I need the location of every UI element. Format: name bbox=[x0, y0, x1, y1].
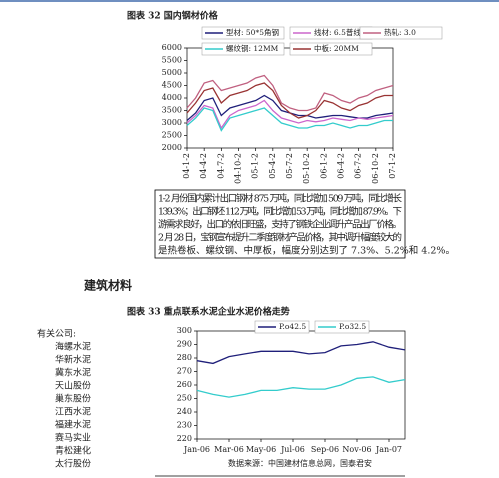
text-line: 1-2 月份国内累计出口钢材 875 万吨，同比增加 509 万吨，同比增长 bbox=[158, 193, 402, 205]
y-tick-label: 4500 bbox=[162, 81, 182, 90]
y-tick-label: 280 bbox=[177, 353, 192, 362]
legend-label: P.o42.5 bbox=[279, 322, 306, 331]
legend-label: 螺纹钢: 12MM bbox=[226, 43, 279, 53]
x-tick-label: 04-10-2 bbox=[234, 153, 243, 184]
y-tick-label: 5000 bbox=[162, 68, 182, 77]
company: 海螺水泥 bbox=[55, 341, 91, 353]
section-title: 建筑材料 bbox=[83, 278, 132, 293]
x-tick-label: 04-4-2 bbox=[199, 153, 208, 179]
company: 江西水泥 bbox=[55, 406, 91, 418]
text-line: 2 月 28 日，宝钢宣布提升二季度钢材产品价格，其中调升幅度较大的 bbox=[158, 232, 402, 244]
y-tick-label: 220 bbox=[177, 434, 192, 443]
y-tick-label: 3500 bbox=[162, 106, 182, 115]
company: 冀东水泥 bbox=[55, 367, 91, 379]
legend-label: 中板: 20MM bbox=[314, 43, 359, 53]
y-tick-label: 3000 bbox=[162, 118, 182, 127]
legend-label: P.o32.5 bbox=[339, 322, 366, 331]
company: 赛马实业 bbox=[55, 432, 91, 444]
x-tick-label: May-06 bbox=[246, 445, 276, 454]
y-tick-label: 6000 bbox=[162, 43, 182, 52]
plot-frame bbox=[196, 330, 406, 440]
legend-box bbox=[201, 26, 285, 40]
x-tick-label: 05-1-2 bbox=[251, 153, 260, 179]
legend-box bbox=[314, 320, 370, 334]
company: 华新水泥 bbox=[55, 354, 91, 366]
chart-title: 图表 32 国内钢材价格 bbox=[127, 10, 219, 22]
text-line: 139.3%；出口钢坯 112 万吨，同比增加 53 万吨，同比增加 87.9%… bbox=[158, 206, 402, 218]
y-tick-label: 4000 bbox=[162, 93, 182, 102]
x-tick-label: Jan-07 bbox=[375, 445, 402, 454]
legend-box bbox=[359, 26, 443, 40]
text-box bbox=[154, 189, 406, 259]
x-tick-label: 05-4-2 bbox=[268, 153, 277, 179]
y-tick-label: 300 bbox=[177, 326, 192, 335]
text-line: 游需求良好，出口的依旧旺盛，支持了钢铁企业调升产品出厂价格。 bbox=[158, 219, 402, 231]
x-tick-label: Nov-06 bbox=[342, 445, 371, 454]
text-line: 是热卷板、螺纹钢、中厚板，幅度分别达到了 7.3%、5.2%和 4.2%。 bbox=[158, 245, 455, 257]
companies-label: 有关公司: bbox=[37, 328, 76, 340]
y-tick-label: 240 bbox=[177, 407, 192, 416]
y-tick-label: 2500 bbox=[162, 131, 182, 140]
y-tick-label: 290 bbox=[177, 340, 192, 349]
x-tick-label: Jul-06 bbox=[280, 445, 305, 454]
x-tick-label: Mar-06 bbox=[214, 445, 244, 454]
legend-box bbox=[289, 42, 373, 56]
y-tick-label: 270 bbox=[177, 367, 192, 376]
y-tick-label: 230 bbox=[177, 421, 192, 430]
y-tick-label: 2000 bbox=[162, 143, 182, 152]
chart-title: 图表 33 重点联系水泥企业水泥价格走势 bbox=[127, 306, 290, 318]
x-tick-label: 07-1-2 bbox=[388, 153, 397, 179]
legend-box bbox=[254, 320, 310, 334]
line-series bbox=[186, 82, 393, 119]
x-tick-label: 06-7-2 bbox=[354, 153, 363, 179]
x-tick-label: 04-7-2 bbox=[216, 153, 225, 179]
company: 太行股份 bbox=[55, 458, 91, 470]
y-tick-label: 5500 bbox=[162, 56, 182, 65]
legend-label: 型材: 50*5角钢 bbox=[226, 27, 279, 37]
line-series bbox=[196, 376, 406, 398]
x-tick-label: 06-1-2 bbox=[319, 153, 328, 179]
source: 数据来源：中国建材信息总网，国泰君安 bbox=[228, 458, 372, 468]
company: 天山股份 bbox=[55, 380, 91, 392]
y-tick-label: 250 bbox=[177, 394, 192, 403]
legend-label: 热轧: 3.0 bbox=[384, 27, 416, 37]
line-series bbox=[186, 74, 394, 112]
x-tick-label: 06-4-2 bbox=[337, 153, 346, 179]
x-tick-label: Jan-06 bbox=[183, 445, 210, 454]
y-tick-label: 260 bbox=[177, 380, 192, 389]
line-series bbox=[196, 341, 406, 365]
x-tick-label: 04-1-2 bbox=[182, 153, 191, 179]
company: 福建水泥 bbox=[55, 419, 91, 431]
x-tick-label: 05-10-2 bbox=[302, 153, 311, 184]
line-series bbox=[186, 99, 394, 130]
line-series bbox=[186, 107, 393, 132]
x-tick-label: 06-10-2 bbox=[371, 153, 380, 184]
legend-box bbox=[201, 42, 285, 56]
company: 巢东股份 bbox=[55, 393, 91, 405]
x-tick-label: 05-7-2 bbox=[285, 153, 294, 179]
legend-label: 线材: 6.5普线 bbox=[314, 27, 361, 37]
x-tick-label: Sep-06 bbox=[311, 445, 339, 454]
company: 青松建化 bbox=[55, 445, 91, 457]
